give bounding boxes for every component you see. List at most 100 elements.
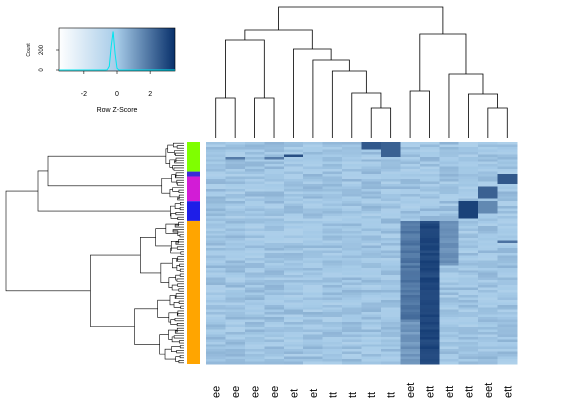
heatmap-cell: [283, 319, 304, 323]
heatmap-cell: [400, 149, 421, 153]
heatmap-cell: [303, 203, 324, 207]
heatmap-cell: [361, 255, 382, 259]
dendrogram-branch: [351, 92, 382, 138]
heatmap-cell: [322, 171, 343, 175]
heatmap-cell: [419, 220, 440, 224]
heatmap-cell: [400, 225, 421, 229]
heatmap-cell: [322, 312, 343, 316]
heatmap-cell: [361, 260, 382, 264]
dendrogram-branch: [173, 142, 184, 148]
heatmap-cell: [342, 218, 362, 222]
heatmap-cell: [361, 203, 382, 207]
heatmap-cell: [225, 267, 246, 271]
heatmap-cell: [206, 344, 226, 348]
heatmap-cell: [342, 159, 362, 163]
heatmap-cell: [478, 248, 498, 251]
heatmap-cell: [244, 267, 265, 271]
heatmap-cell: [497, 280, 518, 283]
heatmap-cell: [225, 245, 246, 249]
heatmap-cell: [361, 144, 382, 148]
heatmap-cell: [497, 179, 518, 182]
heatmap-cell: [419, 193, 440, 197]
heatmap-cell: [361, 331, 382, 335]
heatmap-cell: [497, 151, 518, 155]
heatmap-cell: [303, 174, 324, 177]
heatmap-cell: [283, 151, 304, 155]
heatmap-cell: [419, 149, 440, 153]
heatmap-cell: [322, 302, 343, 306]
heatmap-cell: [244, 297, 265, 301]
heatmap-cell: [322, 206, 343, 209]
heatmap-cell: [458, 336, 479, 340]
heatmap-cell: [361, 346, 382, 350]
heatmap-cell: [419, 176, 440, 180]
heatmap-cell: [439, 196, 460, 200]
heatmap-cell: [206, 154, 226, 158]
heatmap-cell: [497, 272, 518, 276]
color-key-ylabel: Count: [26, 43, 32, 57]
heatmap-cell: [244, 336, 265, 340]
heatmap-cell: [400, 307, 421, 311]
heatmap-cell: [380, 164, 401, 168]
dendrogram-branch: [170, 240, 179, 251]
heatmap-cell: [458, 314, 479, 318]
dendrogram-branch: [175, 241, 184, 245]
heatmap-cell: [303, 211, 324, 214]
heatmap-cell: [322, 361, 343, 365]
heatmap-cell: [361, 154, 382, 158]
heatmap-cell: [322, 191, 343, 195]
heatmap-cell: [478, 201, 498, 205]
heatmap-cell: [458, 208, 479, 212]
heatmap-cell: [225, 262, 246, 266]
heatmap-cell: [400, 176, 421, 180]
heatmap-cell: [458, 149, 479, 153]
heatmap-cell: [419, 302, 440, 306]
heatmap-cell: [322, 250, 343, 254]
heatmap-cell: [400, 169, 421, 172]
heatmap-cell: [283, 238, 304, 242]
heatmap-cell: [322, 304, 343, 308]
heatmap-cell: [322, 282, 343, 286]
heatmap-cell: [225, 228, 246, 232]
column-label: et: [288, 389, 300, 398]
heatmap-cell: [264, 245, 285, 249]
heatmap-cell: [322, 218, 343, 222]
heatmap-cell: [225, 302, 246, 306]
heatmap-cell: [419, 262, 440, 266]
heatmap-cell: [264, 341, 285, 345]
heatmap-cell: [303, 142, 324, 145]
heatmap-cell: [400, 181, 421, 185]
heatmap-cell: [458, 248, 479, 251]
heatmap-cell: [478, 218, 498, 222]
heatmap-cell: [322, 280, 343, 283]
heatmap-cell: [342, 213, 362, 217]
heatmap-cell: [361, 317, 382, 320]
heatmap-cell: [342, 262, 362, 266]
heatmap-cell: [264, 203, 285, 207]
heatmap-cell: [322, 341, 343, 345]
heatmap-cell: [303, 166, 324, 170]
heatmap-cell: [342, 174, 362, 177]
heatmap-cell: [264, 356, 285, 360]
heatmap-cell: [419, 142, 440, 145]
heatmap-cell: [439, 336, 460, 340]
heatmap-cell: [419, 307, 440, 311]
heatmap-cell: [264, 294, 285, 298]
heatmap-cell: [264, 161, 285, 165]
heatmap-cell: [361, 304, 382, 308]
heatmap-cell: [322, 230, 343, 234]
heatmap-cell: [458, 285, 479, 288]
heatmap-cell: [342, 238, 362, 242]
heatmap-cell: [303, 290, 324, 293]
heatmap-cell: [225, 186, 246, 190]
heatmap-cell: [342, 265, 362, 269]
heatmap-cell: [303, 329, 324, 333]
heatmap-cell: [458, 317, 479, 320]
heatmap-cell: [439, 317, 460, 320]
heatmap-cell: [322, 216, 343, 219]
heatmap-cell: [264, 282, 285, 286]
heatmap-cell: [342, 216, 362, 219]
heatmap-cell: [283, 349, 304, 353]
heatmap-cell: [419, 248, 440, 251]
heatmap-cell: [264, 257, 285, 261]
